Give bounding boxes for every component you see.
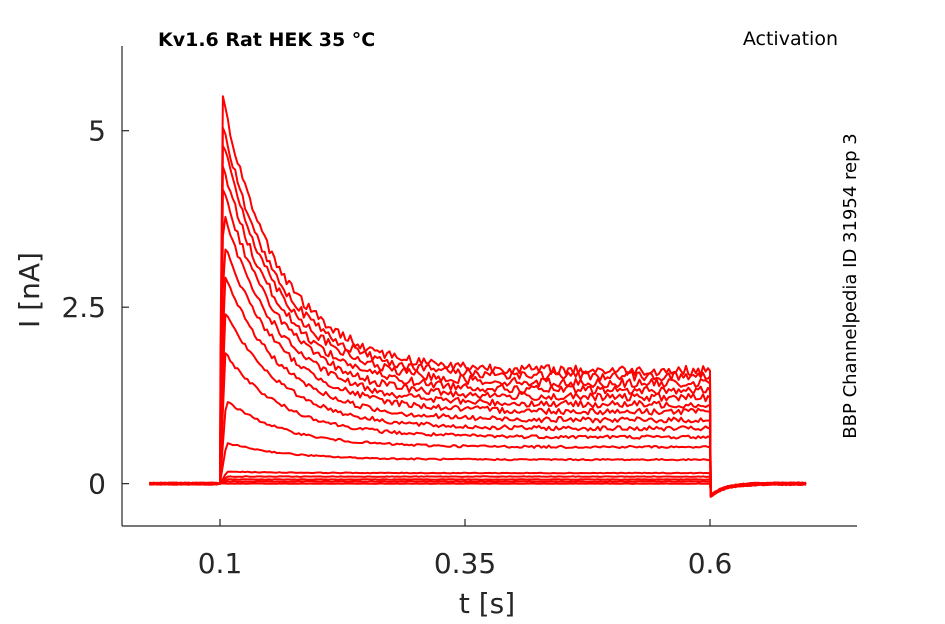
- current-trace: [149, 313, 807, 497]
- x-ticks: 0.1 0.35 0.6: [198, 519, 733, 580]
- current-trace: [149, 248, 807, 497]
- x-tick-label: 0.1: [198, 547, 243, 580]
- current-trace: [149, 95, 807, 498]
- current-trace: [149, 481, 807, 496]
- current-trace: [149, 276, 807, 497]
- current-trace: [149, 480, 807, 497]
- current-trace: [149, 215, 807, 498]
- x-tick-label: 0.6: [688, 547, 733, 580]
- y-axis-label: I [nA]: [13, 252, 46, 328]
- current-trace: [149, 475, 807, 498]
- x-axis-label: t [s]: [459, 587, 515, 620]
- protocol-label: Activation: [743, 28, 838, 50]
- current-trace: [149, 188, 806, 498]
- y-ticks: 02.55: [61, 115, 129, 501]
- current-trace: [149, 442, 807, 497]
- trace-group: [149, 95, 807, 498]
- chart-title: Kv1.6 Rat HEK 35 °C: [158, 29, 375, 51]
- current-trace: [149, 352, 807, 497]
- y-tick-label: 2.5: [61, 291, 106, 324]
- current-trace: [149, 144, 807, 498]
- source-note: BBP Channelpedia ID 31954 rep 3: [840, 133, 861, 438]
- current-trace: [149, 126, 807, 498]
- x-tick-label: 0.35: [434, 547, 496, 580]
- current-trace: [149, 478, 807, 496]
- current-trace: [149, 165, 807, 498]
- current-trace: [149, 401, 807, 497]
- current-trace: [149, 470, 807, 496]
- y-tick-label: 0: [88, 468, 106, 501]
- y-tick-label: 5: [88, 115, 106, 148]
